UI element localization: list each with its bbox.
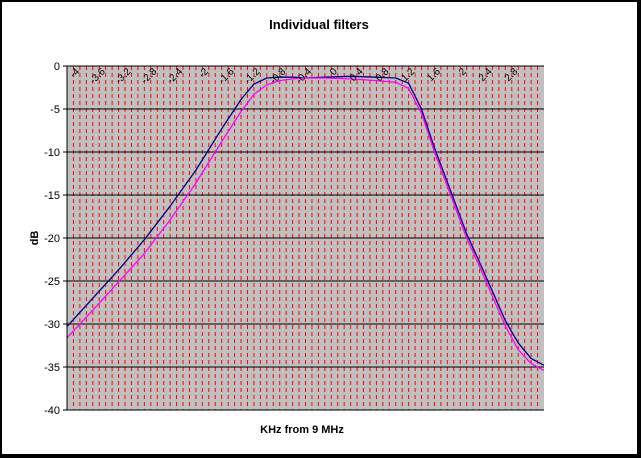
y-tick-label: -5 [50, 104, 60, 116]
series-layer [66, 75, 545, 371]
axes [63, 65, 544, 411]
y-tick-label: -30 [44, 319, 60, 331]
y-tick-label: -15 [44, 190, 60, 202]
y-tick-labels: 0 -5 -10 -15 -20 -25 -30 -35 -40 [44, 61, 60, 417]
y-tick-label: -35 [44, 362, 60, 374]
y-tick-label: -25 [44, 276, 60, 288]
y-tick-label: -10 [44, 147, 60, 159]
x-tick-labels: -4 -3.6 -3.2 -2.8 -2.4 -2 -1.6 -1.2 -0.8 -0.4 0 0.4… [68, 66, 521, 86]
y-tick-label: -20 [44, 233, 60, 245]
chart-title: Individual filters [269, 17, 369, 32]
series-line-1 [66, 75, 545, 366]
x-axis-title: KHz from 9 MHz [260, 424, 344, 436]
series-line-2 [66, 77, 545, 371]
y-axis-title: dB [29, 231, 41, 246]
y-tick-label: -40 [44, 405, 60, 417]
y-tick-label: 0 [54, 61, 60, 73]
